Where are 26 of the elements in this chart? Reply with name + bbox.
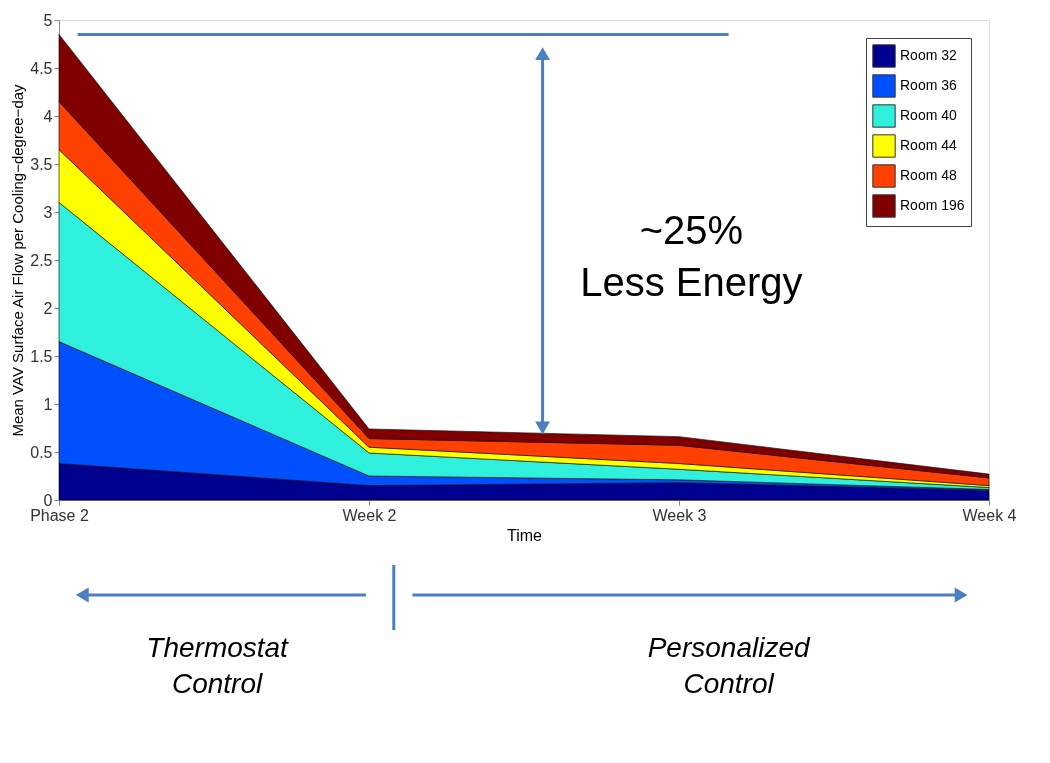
y-tick-label: 1.5 [30, 347, 53, 365]
y-tick-label: 0.5 [30, 443, 53, 461]
legend-label: Room 40 [900, 107, 958, 123]
y-axis-title: Mean VAV Surface Air Flow per Cooling−degree−day [9, 83, 27, 437]
x-axis-title: Time [507, 526, 543, 544]
legend-label: Room 48 [900, 167, 958, 183]
x-tick-label: Week 3 [652, 506, 707, 524]
y-tick-label: 0 [43, 491, 53, 509]
y-tick-label: 3 [43, 203, 53, 221]
y-tick-label: 3.5 [30, 155, 53, 173]
y-tick-label: 1 [43, 395, 53, 413]
legend-label: Room 36 [900, 77, 958, 93]
legend-label: Room 32 [900, 47, 958, 63]
y-tick-label: 5 [43, 11, 53, 29]
legend-label: Room 44 [900, 137, 958, 153]
x-tick-label: Phase 2 [30, 506, 89, 524]
y-tick-label: 2 [43, 299, 53, 317]
x-tick-label: Week 4 [962, 506, 1017, 524]
x-tick-label: Week 2 [342, 506, 397, 524]
y-tick-label: 2.5 [30, 251, 53, 269]
y-tick-label: 4 [43, 107, 53, 125]
y-tick-label: 4.5 [30, 59, 53, 77]
annotation: ~25% Less Energy [580, 208, 803, 304]
text: Personalized Control [647, 632, 811, 700]
legend-label: Room 196 [900, 197, 965, 213]
text: Thermostat Control [146, 632, 290, 700]
